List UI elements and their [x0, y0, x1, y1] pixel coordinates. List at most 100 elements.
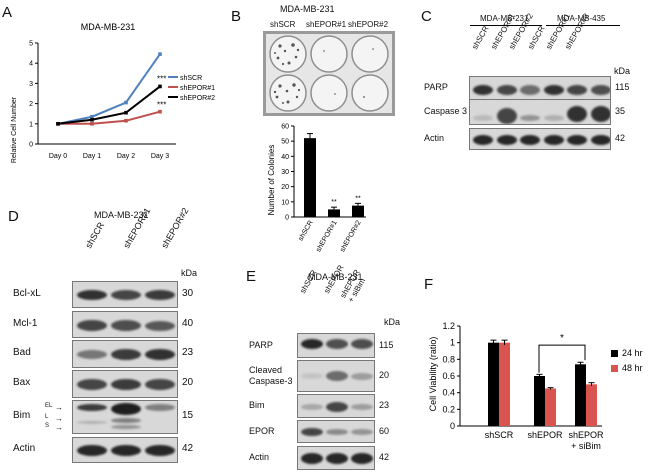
- panel-a-data-point: [90, 114, 94, 119]
- panel-f-bar: [586, 384, 597, 426]
- panel-f-chart: Cell Viability (ratio) 0 0.2 0.4 0.6 0.8 1 1.2…: [428, 321, 643, 451]
- blot-mw-marker: 42: [615, 133, 626, 143]
- western-blot-4: [297, 446, 375, 470]
- blot-band: [145, 445, 175, 456]
- blot-band: [351, 453, 373, 464]
- panel-f-ytick-label: 0.8: [442, 354, 455, 364]
- panel-a-significance: ***: [157, 74, 166, 83]
- blot-band: [145, 290, 175, 300]
- western-blot-1: [297, 360, 375, 392]
- panel-a-ylabel: Relative Cell Number: [11, 96, 18, 163]
- panel-b-letter: B: [231, 8, 242, 25]
- panel-f-legend-swatch: [611, 350, 618, 357]
- panel-b-xtick-label: shEPOR#1: [315, 219, 339, 253]
- blot-band: [77, 290, 107, 300]
- blot-band: [590, 135, 610, 145]
- blot-band: [77, 445, 107, 456]
- panel-f-xtick-label: shEPOR: [568, 430, 604, 440]
- panel-c-letter: C: [421, 8, 432, 25]
- blot-label-parp: PARP: [424, 82, 448, 92]
- panel-f-ytick-label: 1: [450, 338, 455, 348]
- panel-e-letter: E: [246, 268, 257, 285]
- blot-mw-marker: 20: [379, 370, 390, 380]
- western-blot-2: [297, 394, 375, 418]
- panel-a-data-point: [90, 122, 94, 126]
- lane-label: shEPOR#2: [159, 206, 191, 250]
- panel-a-legend-label: shEPOR#1: [180, 85, 215, 92]
- panel-a-legend-label: shSCR: [180, 75, 202, 82]
- blot-band: [77, 320, 107, 331]
- blot-band: [590, 106, 610, 122]
- blot-band: [351, 404, 373, 410]
- blot-band: [77, 350, 107, 359]
- blot-band: [145, 404, 175, 411]
- blot-band: [473, 85, 493, 95]
- panel-a-xtick-label: Day 3: [151, 153, 169, 160]
- blot-band: [111, 290, 141, 300]
- blot-band: [326, 402, 348, 412]
- blot-band: [111, 379, 141, 390]
- panel-a-chart: MDA-MB-231 Relative Cell Number 0 1 2 3 4 5 Da…: [11, 22, 215, 163]
- panel-a-data-point: [158, 84, 162, 89]
- blot-band: [351, 429, 373, 435]
- blot-band: [326, 453, 348, 464]
- panel-b-ytick-label: 40: [281, 154, 289, 161]
- blot-mw-marker: 60: [379, 425, 390, 436]
- panel-f-letter: F: [424, 276, 434, 293]
- blot-band: [496, 85, 517, 95]
- panel-a-xtick-label: Day 2: [117, 153, 135, 160]
- western-blot-0: [469, 76, 611, 100]
- blot-band: [567, 106, 587, 122]
- panel-a-series-line: [57, 53, 161, 125]
- blot-band: [145, 379, 175, 390]
- panel-b-xtick-label: shEPOR#2: [339, 219, 363, 253]
- panel-c-group-2: MDA-MB-435: [557, 14, 606, 23]
- panel-a-title: MDA-MB-231: [81, 22, 136, 32]
- panel-a-plot: 0 1 2 3 4 5 Day 0 Day 1 Day 2 Day 3 shSCR shEPOR#1 s…: [29, 41, 215, 161]
- panel-f-legend-swatch: [611, 365, 618, 372]
- colony-plate-image: [263, 31, 395, 116]
- panel-b-plate-label-1: shSCR: [270, 20, 296, 29]
- panel-b-ytick-label: 30: [281, 169, 289, 176]
- blot-band: [111, 445, 141, 456]
- panel-a-ytick-label: 3: [29, 81, 33, 88]
- panel-a-data-point: [158, 52, 162, 56]
- western-blot-1: [469, 99, 611, 125]
- blot-band: [567, 85, 587, 95]
- blot-band: [77, 379, 107, 390]
- lane-label: shSCR: [525, 24, 547, 51]
- panel-a-data-point: [124, 118, 128, 123]
- panel-f-bar: [488, 342, 499, 426]
- panel-f-ytick-label: 1.2: [442, 321, 455, 331]
- panel-f-bar: [545, 388, 556, 426]
- western-blot-3: [297, 420, 375, 443]
- panel-a-ytick-label: 0: [29, 142, 33, 149]
- panel-f-ylabel: Cell Viability (ratio): [428, 337, 438, 412]
- panel-f-xtick-label: + siBim: [571, 441, 601, 451]
- panel-a-legend-label: shEPOR#2: [180, 95, 215, 102]
- blot-band: [301, 453, 323, 464]
- panel-c-kda: kDa: [614, 66, 631, 76]
- western-blot-5: [72, 437, 178, 463]
- panel-f-legend-label: 48 hr: [622, 363, 643, 373]
- panel-c-group-1: MDA-MB-231: [480, 14, 529, 23]
- panel-a-series-line: [57, 85, 161, 125]
- panel-b-ytick-label: 10: [281, 199, 289, 206]
- panel-b-plate-label-3: shEPOR#2: [348, 20, 389, 29]
- panel-b-xtick-label: shSCR: [298, 220, 315, 243]
- blot-band: [145, 349, 175, 360]
- western-blot-2: [469, 128, 611, 150]
- blot-band: [351, 373, 373, 380]
- blot-band: [496, 108, 517, 124]
- panel-a-data-point: [124, 110, 128, 115]
- blot-band: [111, 320, 141, 331]
- panel-f-xtick-label: shEPOR: [527, 430, 563, 440]
- blot-band: [301, 428, 323, 436]
- blot-label-parp: PARP: [249, 339, 273, 350]
- blot-band: [543, 115, 564, 121]
- blot-label-actin: Actin: [249, 452, 270, 462]
- blot-band: [520, 115, 540, 121]
- blot-band: [145, 321, 175, 331]
- blot-mw-marker: 115: [379, 339, 394, 350]
- blot-label-epor: EPOR: [249, 425, 275, 436]
